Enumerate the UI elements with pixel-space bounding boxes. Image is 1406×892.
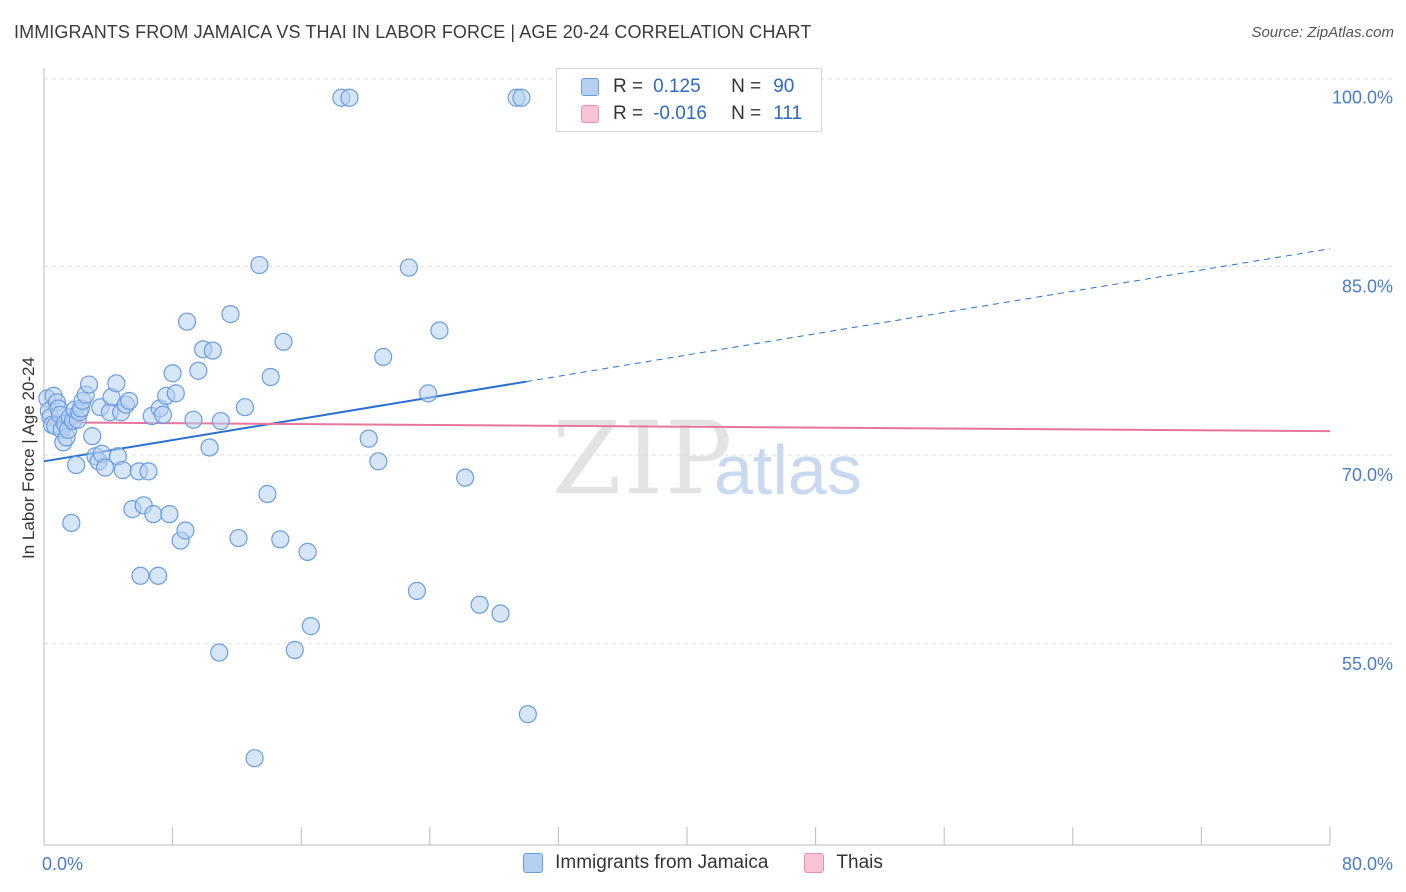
point-jamaica [62,513,81,533]
source-label: Source: ZipAtlas.com [1251,24,1394,41]
watermark-zip: ZIP [552,400,735,517]
point-jamaica [340,88,359,107]
legend-swatch-pink [581,105,599,123]
point-jamaica [456,468,475,487]
legend-swatch-blue [581,78,599,96]
point-jamaica [203,341,222,360]
legend-r-label: R = [613,103,644,124]
point-jamaica [258,484,277,504]
axes [43,68,1331,846]
point-jamaica [184,410,203,429]
point-jamaica [177,312,197,331]
point-jamaica [470,595,489,614]
bottom-legend-swatch-pink [804,853,825,873]
y-tick-label: 55.0% [1342,654,1393,674]
point-jamaica [419,384,438,403]
bottom-legend: Immigrants from Jamaica Thais [0,852,1406,874]
legend-r-label: R = [613,76,644,97]
trend-line-thais [43,421,1331,433]
trend-lines [43,248,1331,463]
x-tick-label: 0.0% [42,854,83,874]
legend-n-label: N = [731,103,762,124]
legend-n-value: 90 [773,76,795,97]
y-axis-label: In Labor Force | Age 20-24 [19,357,38,559]
point-jamaica [271,530,290,549]
point-jamaica [430,321,449,340]
point-jamaica [131,566,150,585]
point-jamaica [200,438,219,457]
point-jamaica [107,374,126,393]
tick-labels: 100.0% 85.0% 70.0% 55.0% 0.0% 80.0% [42,88,1393,874]
point-jamaica [369,452,388,471]
y-tick-label: 85.0% [1342,276,1393,296]
point-jamaica [166,384,185,403]
trend-line-jamaica [43,380,527,463]
point-jamaica [512,88,531,107]
legend-r-value: 0.125 [653,76,701,97]
y-tick-label: 70.0% [1342,465,1393,485]
point-jamaica [407,581,427,600]
gridlines [44,78,1392,645]
point-jamaica [245,749,264,768]
bottom-legend-thais: Thais [804,852,883,874]
point-jamaica [301,617,320,636]
bottom-legend-label-thais: Thais [836,852,883,873]
point-jamaica [518,705,537,724]
legend: R = 0.125 N = 90 R = -0.016 N = 111 [556,68,822,132]
points-jamaica [38,88,537,768]
point-jamaica [235,398,255,417]
point-jamaica [160,505,179,524]
point-jamaica [153,405,173,424]
point-jamaica [144,505,163,524]
point-jamaica [67,455,86,475]
legend-row-jamaica: R = 0.125 N = 90 [581,74,794,100]
point-jamaica [261,367,280,387]
point-jamaica [95,458,115,477]
trend-line-jamaica-extension [526,248,1331,383]
point-jamaica [79,375,99,394]
legend-n-value: 111 [773,103,803,124]
point-jamaica [113,461,132,480]
watermark-atlas: atlas [714,431,862,509]
point-jamaica [274,332,293,351]
bottom-legend-swatch-blue [523,853,544,873]
point-jamaica [285,640,304,660]
point-jamaica [250,255,269,275]
point-jamaica [83,427,102,446]
point-jamaica [149,566,168,585]
point-jamaica [229,528,248,548]
point-jamaica [176,521,195,540]
y-tick-label: 100.0% [1332,88,1393,108]
point-jamaica [211,411,230,431]
x-tick-label: 80.0% [1342,854,1393,874]
legend-r-value: -0.016 [653,103,707,124]
point-jamaica [120,391,139,411]
point-jamaica [210,643,229,662]
bottom-legend-jamaica: Immigrants from Jamaica [523,852,768,874]
point-jamaica [399,258,419,277]
point-jamaica [221,305,240,324]
point-jamaica [298,542,317,561]
legend-row-thais: R = -0.016 N = 111 [581,101,802,127]
point-jamaica [139,462,158,481]
point-jamaica [359,429,378,448]
point-jamaica [189,361,208,380]
point-jamaica [163,364,182,383]
point-jamaica [491,604,510,623]
point-jamaica [374,347,393,366]
bottom-legend-label-jamaica: Immigrants from Jamaica [555,852,769,873]
legend-n-label: N = [731,76,762,97]
chart-title: IMMIGRANTS FROM JAMAICA VS THAI IN LABOR… [14,22,812,42]
